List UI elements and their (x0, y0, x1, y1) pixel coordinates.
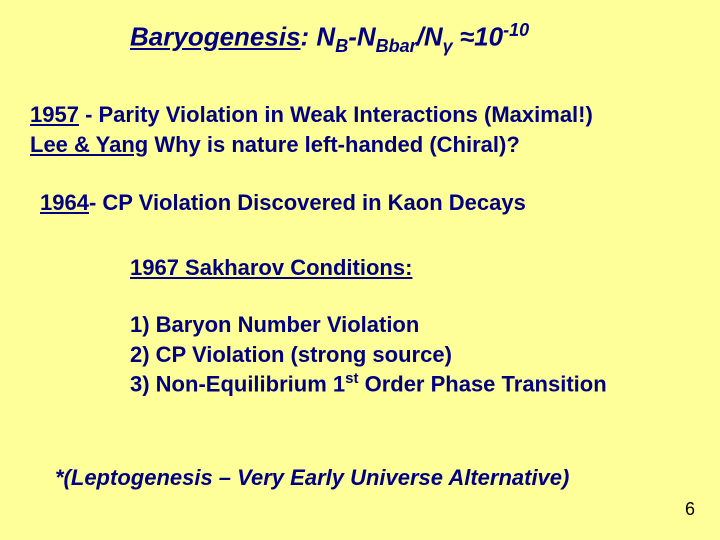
condition-3: 3) Non-Equilibrium 1st Order Phase Trans… (130, 369, 607, 399)
title-slash: /N (417, 22, 443, 52)
para2-rest: - CP Violation Discovered in Kaon Decays (89, 190, 526, 215)
title-exp: -10 (503, 20, 529, 40)
title-approx: ≈ (453, 22, 475, 52)
year-1957: 1957 (30, 102, 79, 127)
title-word: Baryogenesis (130, 22, 301, 52)
condition-3b: Order Phase Transition (358, 372, 606, 397)
paragraph-1964: 1964- CP Violation Discovered in Kaon De… (40, 190, 526, 216)
title-ten: 10 (474, 22, 503, 52)
para1-rest1: - Parity Violation in Weak Interactions … (79, 102, 593, 127)
title-sub-B: B (335, 36, 348, 56)
slide-title: Baryogenesis: NB-NBbar/Nγ ≈10-10 (130, 20, 529, 57)
conditions-list: 1) Baryon Number Violation 2) CP Violati… (130, 310, 607, 399)
condition-3-sup: st (345, 370, 358, 387)
condition-1: 1) Baryon Number Violation (130, 310, 607, 340)
para1-rest2: Why is nature left-handed (Chiral)? (148, 132, 520, 157)
paragraph-1957: 1957 - Parity Violation in Weak Interact… (30, 100, 593, 159)
title-sub-gamma: γ (443, 36, 453, 56)
title-formula-prefix: : N (301, 22, 336, 52)
title-sub-Bbar: Bbar (376, 36, 417, 56)
sakharov-heading: 1967 Sakharov Conditions: (130, 255, 412, 281)
year-1964: 1964 (40, 190, 89, 215)
lee-yang: Lee & Yang (30, 132, 148, 157)
condition-2: 2) CP Violation (strong source) (130, 340, 607, 370)
footnote: *(Leptogenesis – Very Early Universe Alt… (55, 465, 569, 491)
condition-3a: 3) Non-Equilibrium 1 (130, 372, 345, 397)
title-dash: -N (348, 22, 375, 52)
page-number: 6 (685, 499, 695, 520)
